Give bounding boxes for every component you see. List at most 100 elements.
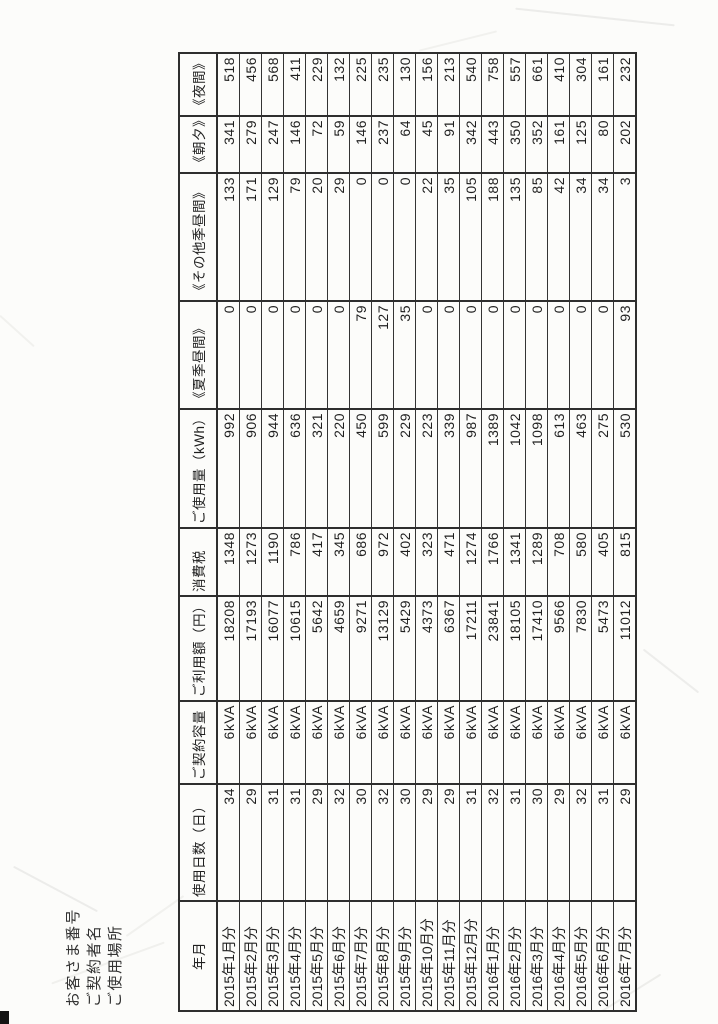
data-cell: 0 [261, 301, 284, 409]
data-cell: 0 [283, 301, 306, 409]
data-cell: 30 [525, 784, 548, 901]
data-cell: 944 [261, 409, 284, 528]
data-cell: 202 [613, 116, 636, 173]
data-cell: 133 [217, 173, 240, 301]
row-month-cell: 2015年9月分 [393, 901, 416, 1011]
data-cell: 232 [613, 53, 636, 116]
data-cell: 247 [261, 116, 284, 173]
row-month-cell: 2016年4月分 [547, 901, 570, 1011]
row-month-cell: 2015年3月分 [261, 901, 284, 1011]
column-header: 年月 [179, 901, 217, 1011]
data-cell: 708 [547, 528, 570, 596]
data-cell: 1341 [503, 528, 526, 596]
row-month-cell: 2015年10月分 [415, 901, 438, 1011]
data-cell: 31 [591, 784, 614, 901]
scan-crease [642, 648, 700, 694]
data-cell: 130 [393, 53, 416, 116]
data-cell: 471 [437, 528, 460, 596]
data-cell: 0 [437, 301, 460, 409]
data-cell: 30 [349, 784, 372, 901]
data-cell: 352 [525, 116, 548, 173]
data-cell: 17410 [525, 596, 548, 701]
column-header: ご利用額（円） [179, 596, 217, 701]
column-header: 《朝夕》 [179, 116, 217, 173]
scan-crease [418, 30, 498, 52]
data-cell: 34 [217, 784, 240, 901]
data-cell: 29 [613, 784, 636, 901]
data-cell: 580 [569, 528, 592, 596]
data-cell: 79 [349, 301, 372, 409]
data-cell: 32 [371, 784, 394, 901]
data-cell: 410 [547, 53, 570, 116]
row-month-cell: 2015年12月分 [459, 901, 482, 1011]
table-row: 2015年9月分 30 6kVA 5429 402 229 35 0 64 130 [393, 53, 416, 1011]
data-cell: 339 [437, 409, 460, 528]
data-cell: 6kVA [393, 701, 416, 784]
data-cell: 13129 [371, 596, 394, 701]
data-cell: 6kVA [261, 701, 284, 784]
data-cell: 9271 [349, 596, 372, 701]
data-cell: 31 [261, 784, 284, 901]
data-cell: 6kVA [459, 701, 482, 784]
data-cell: 11012 [613, 596, 636, 701]
service-location-label: ご使用場所 [107, 924, 124, 1007]
data-cell: 18208 [217, 596, 240, 701]
data-cell: 972 [371, 528, 394, 596]
data-cell: 32 [327, 784, 350, 901]
column-header: ご契約容量 [179, 701, 217, 784]
data-cell: 213 [437, 53, 460, 116]
data-cell: 1098 [525, 409, 548, 528]
data-cell: 132 [327, 53, 350, 116]
data-cell: 29 [547, 784, 570, 901]
row-month-cell: 2016年1月分 [481, 901, 504, 1011]
data-cell: 0 [371, 173, 394, 301]
row-month-cell: 2016年3月分 [525, 901, 548, 1011]
data-cell: 6kVA [613, 701, 636, 784]
contract-holder-label: ご契約者名 [86, 924, 103, 1007]
data-cell: 29 [305, 784, 328, 901]
table-row: 2015年8月分 32 6kVA 13129 972 599 127 0 237 235 [371, 53, 394, 1011]
data-cell: 72 [305, 116, 328, 173]
data-cell: 4659 [327, 596, 350, 701]
data-cell: 1389 [481, 409, 504, 528]
data-cell: 237 [371, 116, 394, 173]
table-header-row: 年月 使用日数（日） ご契約容量 ご利用額（円） 消費税 ご使用量（kWh） 《夏季昼間》《… [179, 53, 217, 1011]
data-cell: 22 [415, 173, 438, 301]
data-cell: 6kVA [327, 701, 350, 784]
data-cell: 6kVA [503, 701, 526, 784]
column-header: 使用日数（日） [179, 784, 217, 901]
table-row: 2016年2月分 31 6kVA 18105 1341 1042 0 135 350 557 [503, 53, 526, 1011]
data-cell: 17193 [239, 596, 262, 701]
table-row: 2015年4月分 31 6kVA 10615 786 636 0 79 146 411 [283, 53, 306, 1011]
data-cell: 6kVA [217, 701, 240, 784]
data-cell: 31 [459, 784, 482, 901]
data-cell: 220 [327, 409, 350, 528]
data-cell: 518 [217, 53, 240, 116]
data-cell: 350 [503, 116, 526, 173]
data-cell: 6kVA [415, 701, 438, 784]
data-cell: 188 [481, 173, 504, 301]
data-cell: 443 [481, 116, 504, 173]
data-cell: 686 [349, 528, 372, 596]
data-cell: 29 [437, 784, 460, 901]
data-cell: 0 [305, 301, 328, 409]
table-row: 2016年7月分 29 6kVA 11012 815 530 93 3 202 232 [613, 53, 636, 1011]
data-cell: 223 [415, 409, 438, 528]
data-cell: 105 [459, 173, 482, 301]
data-cell: 161 [547, 116, 570, 173]
data-cell: 613 [547, 409, 570, 528]
data-cell: 540 [459, 53, 482, 116]
data-cell: 31 [283, 784, 306, 901]
data-cell: 32 [569, 784, 592, 901]
customer-number-label: お客さま番号 [65, 907, 82, 1007]
data-cell: 235 [371, 53, 394, 116]
column-header: 《その他季昼間》 [179, 173, 217, 301]
data-cell: 450 [349, 409, 372, 528]
data-cell: 0 [217, 301, 240, 409]
row-month-cell: 2015年8月分 [371, 901, 394, 1011]
data-cell: 0 [481, 301, 504, 409]
data-cell: 0 [503, 301, 526, 409]
data-cell: 146 [283, 116, 306, 173]
row-month-cell: 2015年1月分 [217, 901, 240, 1011]
